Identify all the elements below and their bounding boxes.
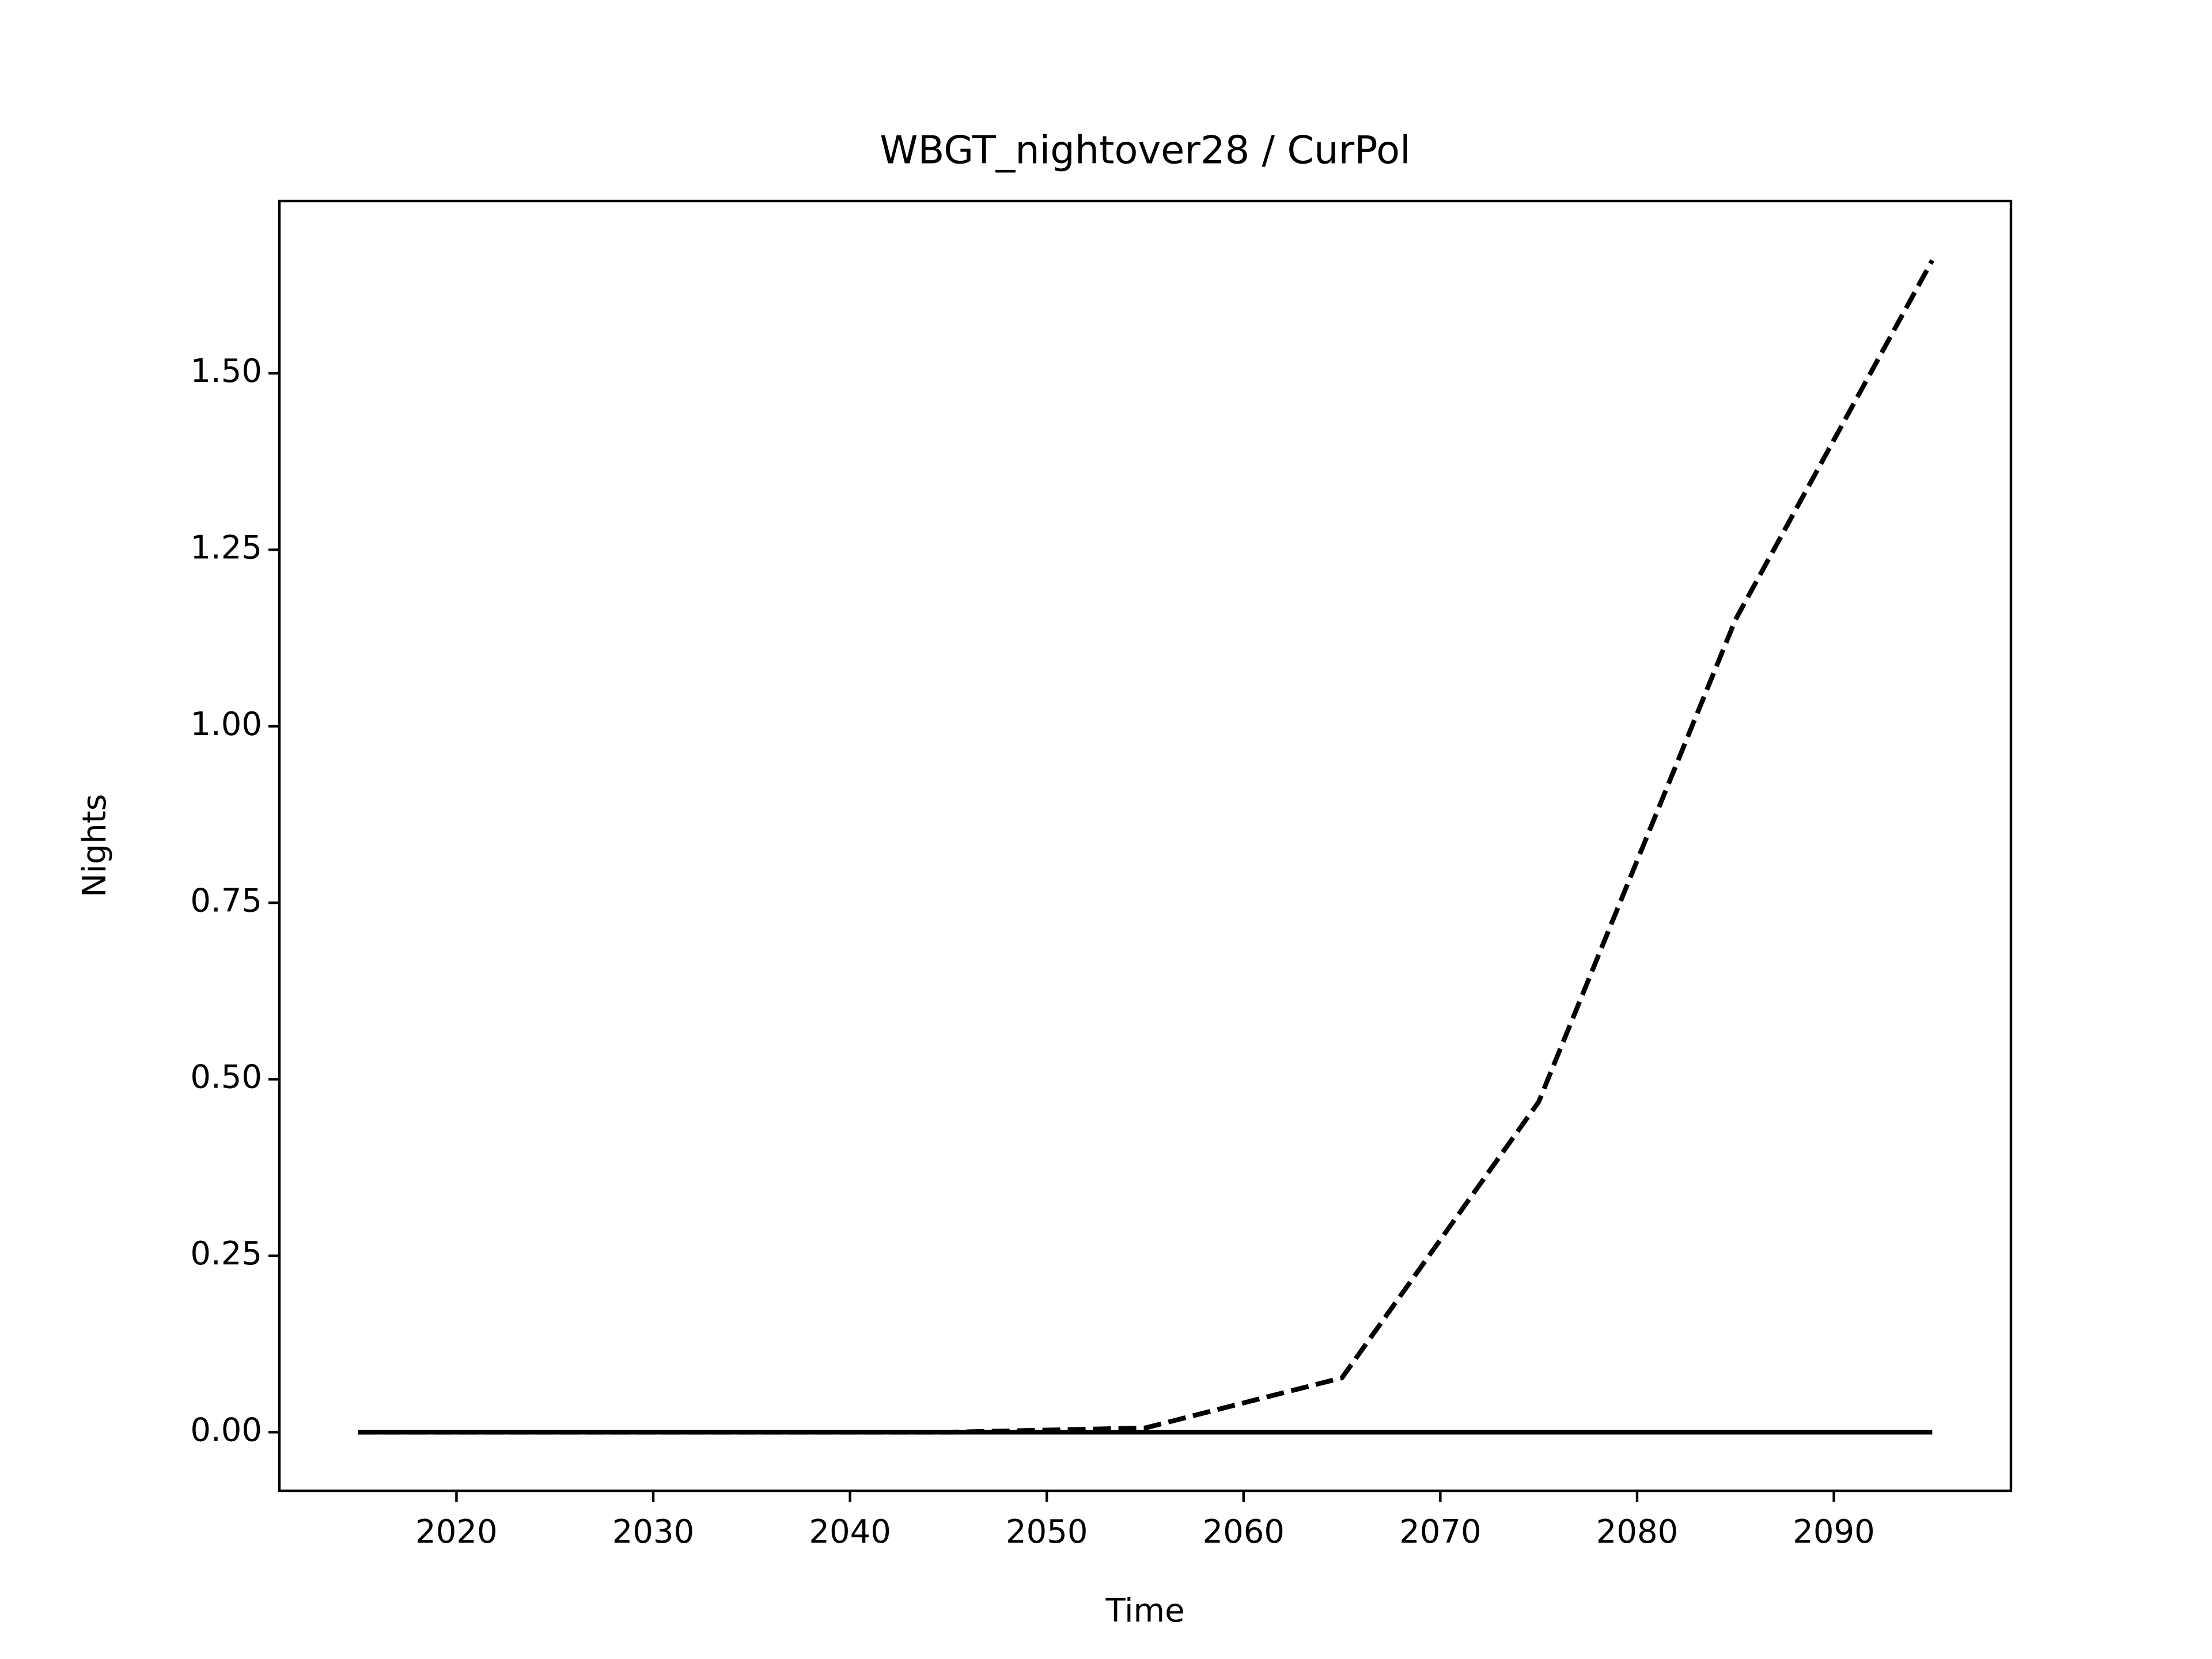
axes-frame [278,199,2013,1493]
x-tick-label: 2060 [1203,1513,1285,1551]
y-tick-label: 0.25 [190,1235,262,1272]
x-tick-label: 2050 [1006,1513,1088,1551]
x-tick-label: 2040 [809,1513,891,1551]
x-axis-label: Time [1105,1592,1184,1630]
y-axis-label: Nights [76,794,113,897]
x-tick-label: 2070 [1399,1513,1482,1551]
y-tick-label: 0.75 [190,882,262,919]
chart-title: WBGT_nightover28 / CurPol [880,128,1411,173]
x-tick-label: 2030 [612,1513,695,1551]
y-tick-label: 1.50 [190,353,262,390]
x-tick-label: 2020 [415,1513,498,1551]
y-tick-label: 0.50 [190,1059,262,1096]
x-tick-label: 2080 [1596,1513,1679,1551]
y-tick-label: 0.00 [190,1411,262,1449]
y-tick-label: 1.25 [190,529,262,567]
y-tick-label: 1.00 [190,706,262,743]
x-tick-label: 2090 [1793,1513,1875,1551]
